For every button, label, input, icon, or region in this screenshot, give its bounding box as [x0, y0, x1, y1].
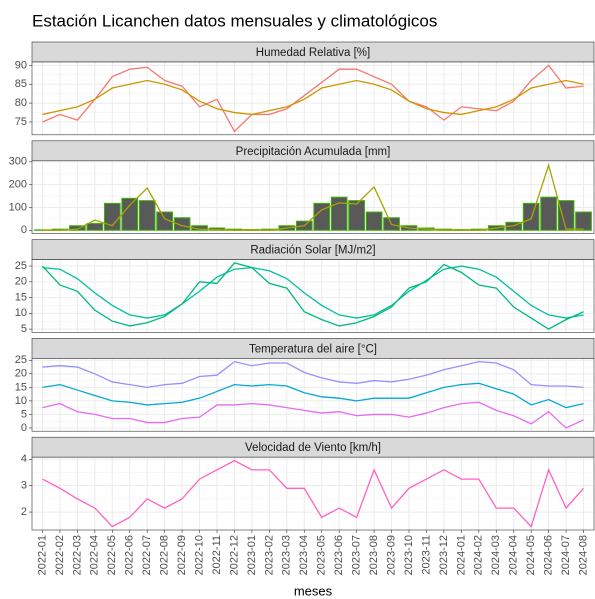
x-tick-label: 2022-03 — [71, 535, 83, 575]
x-tick-label: 2022-09 — [176, 535, 188, 575]
x-tick-label: 2023-10 — [403, 535, 415, 575]
x-tick-label: 2022-01 — [36, 535, 48, 575]
y-tick-label: 90 — [15, 59, 27, 71]
x-tick-label: 2023-08 — [368, 535, 380, 575]
x-tick-label: 2022-04 — [89, 535, 101, 575]
line — [42, 459, 585, 528]
y-tick-label: 25 — [15, 260, 27, 272]
panel-background — [32, 457, 594, 530]
x-tick-label: 2023-01 — [246, 535, 258, 575]
panel-border — [31, 160, 595, 234]
x-tick-label: 2023-06 — [333, 535, 345, 575]
bar — [575, 211, 592, 231]
x-tick-label: 2023-09 — [385, 535, 397, 575]
y-tick-label: 100 — [9, 201, 27, 213]
panel-background — [32, 259, 594, 333]
x-tick-label: 2022-10 — [193, 535, 205, 575]
y-tick-label: 2 — [21, 506, 27, 518]
y-tick-label: 200 — [9, 179, 27, 191]
line — [42, 64, 584, 133]
panel-background — [32, 62, 594, 135]
y-tick-label: 15 — [15, 381, 27, 393]
x-tick-label: 2023-11 — [420, 535, 432, 575]
bar — [330, 196, 348, 231]
y-tick-label: 80 — [15, 97, 27, 109]
line — [41, 262, 584, 330]
x-tick-label: 2022-11 — [211, 535, 223, 575]
x-tick-label: 2024-04 — [508, 535, 520, 575]
y-tick-label: 20 — [15, 276, 27, 288]
x-tick-label: 2023-12 — [438, 535, 450, 575]
panel-border — [31, 358, 595, 432]
bar — [69, 225, 86, 231]
x-tick-label: 2024-05 — [525, 535, 537, 575]
panel-title: Humedad Relativa [%] — [256, 47, 370, 59]
x-tick-label: 2022-06 — [124, 535, 136, 575]
line — [42, 401, 584, 429]
x-tick-label: 2022-02 — [54, 535, 66, 575]
bar — [156, 211, 174, 231]
x-axis-label: meses — [294, 583, 333, 598]
x-tick-label: 2022-08 — [159, 535, 171, 575]
bar — [365, 211, 383, 231]
x-tick-label: 2022-07 — [141, 535, 153, 575]
x-tick-label: 2023-07 — [351, 535, 363, 575]
line — [42, 360, 584, 389]
line — [42, 79, 584, 116]
panel-title: Temperatura del aire [°C] — [249, 343, 377, 355]
y-tick-label: 300 — [9, 156, 27, 168]
bar — [121, 197, 139, 231]
panel-border — [31, 259, 595, 333]
y-tick-label: 10 — [15, 307, 27, 319]
x-tick-label: 2022-05 — [106, 535, 118, 575]
bar — [557, 200, 575, 231]
line — [42, 162, 584, 231]
y-tick-label: 75 — [15, 116, 27, 128]
line — [42, 382, 584, 409]
x-tick-label: 2024-08 — [577, 535, 589, 575]
x-tick-label: 2023-03 — [281, 535, 293, 575]
x-tick-label: 2024-01 — [455, 535, 467, 575]
panel-border — [31, 61, 595, 136]
y-tick-label: 0 — [21, 422, 27, 434]
chart-title: Estación Licanchen datos mensuales y cli… — [32, 11, 437, 30]
x-tick-label: 2024-02 — [473, 535, 485, 575]
y-tick-label: 15 — [15, 291, 27, 303]
panel-border — [31, 456, 595, 531]
x-tick-label: 2023-02 — [263, 535, 275, 575]
x-tick-label: 2024-06 — [543, 535, 555, 575]
x-tick-label: 2024-07 — [560, 535, 572, 575]
panel-title: Radiación Solar [MJ/m2] — [250, 245, 375, 257]
line — [42, 265, 584, 319]
bar — [138, 200, 156, 231]
y-tick-label: 10 — [15, 395, 27, 407]
y-tick-label: 3 — [21, 480, 27, 492]
panel-title: Precipitación Acumulada [mm] — [236, 146, 391, 158]
bar — [86, 222, 104, 231]
y-tick-label: 5 — [21, 323, 27, 335]
y-tick-label: 25 — [15, 354, 27, 366]
y-tick-label: 4 — [21, 453, 27, 465]
panel-title: Velocidad de Viento [km/h] — [245, 442, 381, 454]
y-tick-label: 85 — [15, 78, 27, 90]
bar — [348, 200, 365, 231]
x-tick-label: 2024-03 — [490, 535, 502, 575]
x-tick-label: 2023-04 — [298, 535, 310, 575]
x-tick-label: 2022-12 — [228, 535, 240, 575]
y-tick-label: 20 — [15, 368, 27, 380]
y-tick-label: 0 — [21, 224, 27, 236]
bar — [540, 196, 557, 231]
y-tick-label: 5 — [21, 408, 27, 420]
x-tick-label: 2023-05 — [316, 535, 328, 575]
